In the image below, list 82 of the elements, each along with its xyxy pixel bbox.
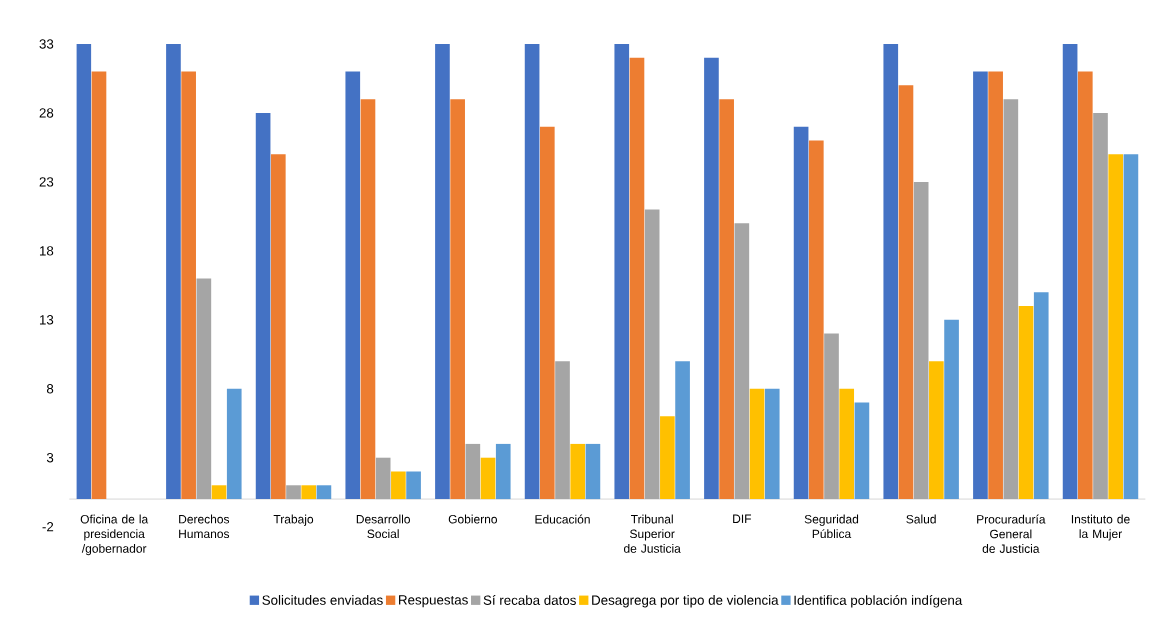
bar — [808, 140, 824, 500]
legend-label: Respuestas — [399, 595, 468, 608]
bar — [539, 126, 555, 500]
x-tick-label: Desarrollo Social — [356, 514, 410, 539]
bar — [749, 388, 765, 500]
x-tick-label: Procuraduría General de Justicia — [977, 514, 1046, 553]
bar — [1062, 44, 1078, 500]
bar — [734, 223, 750, 500]
bar — [898, 85, 914, 500]
bar — [286, 485, 301, 500]
bar — [854, 402, 870, 500]
x-tick-label: Gobierno — [448, 514, 498, 524]
bar — [524, 44, 540, 500]
bar — [1003, 99, 1019, 500]
x-tick-label: Tribunal Superior de Justicia — [623, 514, 681, 553]
y-tick-label: 23 — [39, 177, 54, 187]
bar — [495, 443, 511, 500]
legend-label: Identifica población indígena — [794, 594, 963, 608]
bar — [944, 319, 959, 500]
legend-label: Sí recaba datos — [483, 594, 576, 605]
bar — [555, 361, 570, 500]
bar — [345, 71, 361, 500]
bar — [166, 44, 181, 500]
bar — [988, 71, 1003, 500]
bar — [913, 181, 929, 500]
legend-label: Solicitudes enviadas — [262, 595, 383, 605]
bar — [270, 154, 286, 500]
bar — [704, 57, 719, 500]
bar — [406, 471, 421, 500]
bar — [1093, 112, 1108, 500]
bar — [1033, 292, 1049, 500]
legend-label: Desagrega por tipo de violencia — [592, 595, 779, 608]
bar — [824, 333, 839, 500]
bar — [181, 71, 196, 500]
bar — [675, 361, 690, 500]
bar — [196, 278, 212, 500]
bar — [226, 388, 242, 500]
x-tick-label: Instituto de la Mujer — [1071, 514, 1130, 541]
bar — [465, 443, 481, 500]
bar — [375, 457, 391, 500]
bar — [1077, 71, 1093, 500]
x-tick-label: Salud — [906, 514, 936, 524]
x-tick-label: Trabajo — [273, 514, 314, 526]
bar — [644, 209, 660, 500]
y-tick-label: 3 — [46, 452, 54, 463]
bar — [1123, 154, 1139, 500]
bar — [570, 443, 586, 500]
x-tick-label: Oficina de la presidencia /gobernador — [80, 514, 149, 556]
bar — [76, 44, 92, 500]
bar — [1108, 154, 1124, 500]
x-tick-label: Seguridad Pública — [804, 514, 859, 539]
y-tick-label: -2 — [42, 522, 54, 532]
bar — [480, 457, 496, 500]
bar — [839, 388, 855, 500]
bar — [660, 416, 675, 500]
bar — [614, 44, 630, 500]
bar — [435, 44, 450, 500]
bar — [211, 485, 227, 500]
bar — [1018, 306, 1034, 500]
bar — [629, 57, 645, 500]
bar — [883, 44, 899, 500]
bar — [764, 388, 780, 500]
bar — [91, 71, 107, 500]
bar — [316, 485, 332, 500]
bar — [585, 443, 601, 500]
y-tick-label: 13 — [39, 315, 54, 325]
bar — [973, 71, 988, 500]
bar — [360, 99, 376, 500]
y-tick-label: 28 — [39, 108, 54, 118]
y-tick-label: 33 — [39, 39, 54, 49]
bar — [793, 126, 809, 500]
x-tick-label: Educación — [535, 514, 590, 524]
bar — [719, 99, 734, 500]
bar — [255, 112, 271, 500]
x-tick-label: DIF — [733, 514, 752, 523]
bar — [929, 361, 944, 500]
bar — [450, 99, 465, 500]
bar — [301, 485, 317, 500]
x-tick-label: Derechos Humanos — [179, 514, 230, 539]
bar — [391, 471, 406, 500]
y-tick-label: 8 — [46, 384, 54, 394]
y-tick-label: 18 — [39, 246, 54, 256]
